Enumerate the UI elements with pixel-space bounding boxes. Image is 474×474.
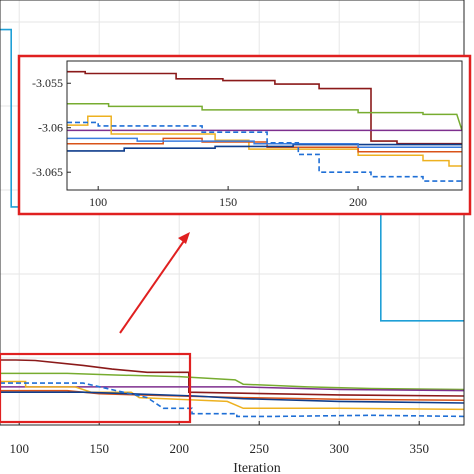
main-series-line-3 [0,372,465,391]
main-x-tick-label: 100 [9,441,29,456]
inset-series-line-8 [67,121,462,182]
main-x-ticks: 100 150 200 250 300 350 [9,421,429,456]
inset-y-tick-label: -3.065 [32,165,63,179]
inset-x-tick-label: 200 [349,195,367,209]
inset-plot-frame [66,60,463,191]
main-x-tick-label: 350 [409,441,429,456]
inset-background [17,54,472,216]
inset-x-ticks: 100 150 200 [89,186,367,209]
zoom-arrow [119,232,190,334]
inset-x-tick-label: 150 [219,195,237,209]
main-series-line-4 [0,386,465,392]
main-x-tick-label: 250 [249,441,269,456]
inset-series-line-7 [67,137,462,149]
main-series-line-8 [0,382,465,418]
inset-series-line-2 [67,102,463,131]
x-axis-label: Iteration [233,461,280,474]
inset-series-line-6 [67,143,462,152]
inset-series-group [67,70,463,182]
main-x-tick-label: 150 [89,441,109,456]
main-series-line-5 [0,380,465,411]
main-x-tick-label: 300 [329,441,349,456]
main-series-group [0,28,465,418]
main-series-line-7 [0,391,465,404]
inset-series-line-1 [67,70,462,145]
inset-y-ticks: -3.055 -3.06 -3.065 [32,76,71,179]
inset-y-tick-label: -3.06 [38,121,63,135]
inset-y-tick-label: -3.055 [32,76,63,90]
inset-x-tick-label: 100 [89,195,107,209]
main-x-tick-label: 200 [169,441,189,456]
inset-series-line-4 [67,115,462,167]
zoom-region-box [0,352,192,424]
main-series-line-2 [0,359,465,397]
